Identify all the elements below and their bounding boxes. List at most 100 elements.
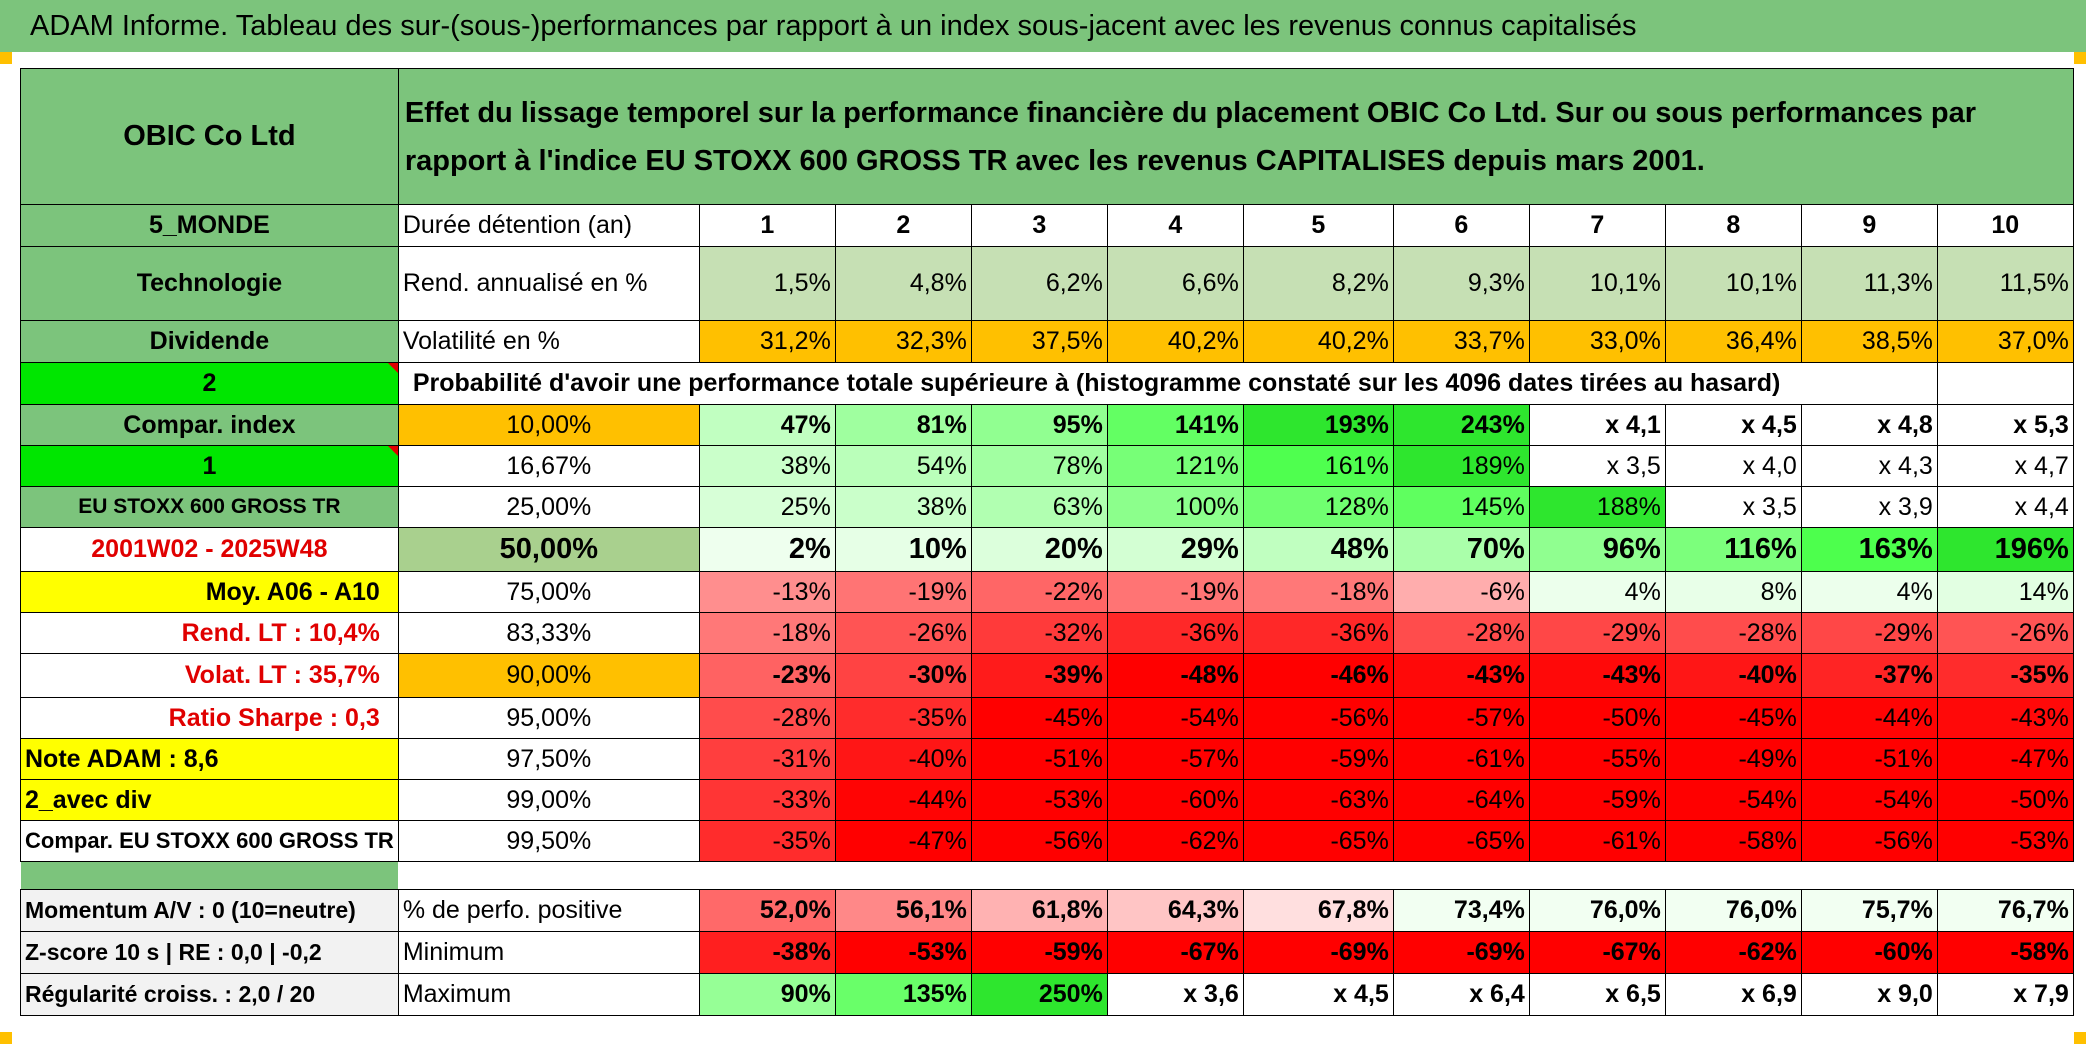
year-header[interactable]: 2 [834,204,972,247]
period-label[interactable]: 2001W02 - 2025W48 [20,527,399,572]
annual-return-cell[interactable]: 11,3% [1800,246,1938,321]
annual-return-cell[interactable]: 9,3% [1392,246,1530,321]
volatility-cell[interactable]: 38,5% [1800,320,1938,363]
probability-value-cell[interactable]: -50% [1528,697,1666,739]
probability-value-cell[interactable]: -28% [698,697,836,739]
probability-value-cell[interactable]: x 4,3 [1800,445,1938,487]
probability-value-cell[interactable]: x 4,4 [1936,486,2074,528]
volatility-cell[interactable]: 33,7% [1392,320,1530,363]
probability-value-cell[interactable]: -22% [970,571,1108,613]
volatility-cell[interactable]: 36,4% [1664,320,1802,363]
probability-value-cell[interactable]: -35% [698,820,836,862]
probability-value-cell[interactable]: -44% [834,779,972,821]
probability-value-cell[interactable]: -54% [1664,779,1802,821]
probability-value-cell[interactable]: -47% [1936,738,2074,780]
probability-value-cell[interactable]: -58% [1664,820,1802,862]
stats-value-cell[interactable]: 75,7% [1800,889,1938,932]
probability-value-cell[interactable]: -43% [1936,697,2074,739]
compar-index-label[interactable]: Compar. index [20,404,399,446]
probability-value-cell[interactable]: -36% [1242,612,1394,654]
probability-value-cell[interactable]: -56% [1242,697,1394,739]
longterm-return-label[interactable]: Rend. LT : 10,4% [20,612,399,654]
probability-value-cell[interactable]: 243% [1392,404,1530,446]
probability-threshold-cell[interactable]: 50,00% [397,527,700,572]
probability-value-cell[interactable]: -19% [834,571,972,613]
probability-value-cell[interactable]: 4% [1528,571,1666,613]
probability-value-cell[interactable]: -43% [1392,653,1530,698]
probability-value-cell[interactable]: -45% [970,697,1108,739]
stats-value-cell[interactable]: 76,0% [1664,889,1802,932]
sharpe-ratio-label[interactable]: Ratio Sharpe : 0,3 [20,697,399,739]
probability-value-cell[interactable]: -61% [1528,820,1666,862]
probability-value-cell[interactable]: -51% [970,738,1108,780]
probability-value-cell[interactable]: -23% [698,653,836,698]
probability-value-cell[interactable]: -46% [1242,653,1394,698]
year-header[interactable]: 9 [1800,204,1938,247]
stats-value-cell[interactable]: 76,7% [1936,889,2074,932]
stats-value-cell[interactable]: 52,0% [698,889,836,932]
index-name-label[interactable]: EU STOXX 600 GROSS TR [20,486,399,528]
probability-value-cell[interactable]: 63% [970,486,1108,528]
probability-value-cell[interactable]: 96% [1528,527,1666,572]
year-header[interactable]: 6 [1392,204,1530,247]
probability-value-cell[interactable]: 25% [698,486,836,528]
probability-value-cell[interactable]: -18% [1242,571,1394,613]
probability-value-cell[interactable]: x 3,5 [1664,486,1802,528]
longterm-volatility-label[interactable]: Volat. LT : 35,7% [20,653,399,698]
probability-value-cell[interactable]: 54% [834,445,972,487]
probability-value-cell[interactable]: -47% [834,820,972,862]
probability-value-cell[interactable]: -6% [1392,571,1530,613]
annual-return-cell[interactable]: 10,1% [1664,246,1802,321]
probability-value-cell[interactable]: -26% [1936,612,2074,654]
probability-value-cell[interactable]: 20% [970,527,1108,572]
stats-value-cell[interactable]: x 4,5 [1242,973,1394,1016]
stats-value-cell[interactable]: -38% [698,931,836,974]
probability-value-cell[interactable]: -53% [970,779,1108,821]
probability-threshold-cell[interactable]: 99,50% [397,820,700,862]
stats-value-cell[interactable]: 61,8% [970,889,1108,932]
probability-value-cell[interactable]: -19% [1106,571,1244,613]
probability-threshold-cell[interactable]: 95,00% [397,697,700,739]
probability-threshold-cell[interactable]: 16,67% [397,445,700,487]
average-label[interactable]: Moy. A06 - A10 [20,571,399,613]
annual-return-cell[interactable]: 4,8% [834,246,972,321]
company-name[interactable]: OBIC Co Ltd [20,68,399,205]
probability-value-cell[interactable]: 188% [1528,486,1666,528]
volatility-cell[interactable]: 31,2% [698,320,836,363]
holding-duration-label[interactable]: Durée détention (an) [397,204,700,247]
probability-threshold-cell[interactable]: 75,00% [397,571,700,613]
annual-return-cell[interactable]: 6,2% [970,246,1108,321]
probability-value-cell[interactable]: 78% [970,445,1108,487]
stats-value-cell[interactable]: 90% [698,973,836,1016]
year-header[interactable]: 7 [1528,204,1666,247]
probability-value-cell[interactable]: -31% [698,738,836,780]
probability-value-cell[interactable]: -35% [834,697,972,739]
probability-value-cell[interactable]: x 4,0 [1664,445,1802,487]
selector-cell-1[interactable]: 1 [20,445,399,487]
annual-return-cell[interactable]: 11,5% [1936,246,2074,321]
probability-value-cell[interactable]: 145% [1392,486,1530,528]
with-dividend-label[interactable]: 2_avec div [20,779,399,821]
table-description[interactable]: Effet du lissage temporel sur la perform… [397,68,2074,205]
stats-value-cell[interactable]: x 3,6 [1106,973,1244,1016]
stats-value-cell[interactable]: -53% [834,931,972,974]
probability-threshold-cell[interactable]: 90,00% [397,653,700,698]
year-header[interactable]: 5 [1242,204,1394,247]
probability-value-cell[interactable]: -28% [1664,612,1802,654]
region-label[interactable]: 5_MONDE [20,204,399,247]
probability-value-cell[interactable]: -53% [1936,820,2074,862]
probability-threshold-cell[interactable]: 97,50% [397,738,700,780]
volatility-cell[interactable]: 33,0% [1528,320,1666,363]
stats-value-cell[interactable]: 250% [970,973,1108,1016]
probability-value-cell[interactable]: 116% [1664,527,1802,572]
probability-value-cell[interactable]: -28% [1392,612,1530,654]
probability-value-cell[interactable]: x 3,5 [1528,445,1666,487]
probability-value-cell[interactable]: 193% [1242,404,1394,446]
probability-value-cell[interactable]: -44% [1800,697,1938,739]
stats-value-cell[interactable]: x 6,9 [1664,973,1802,1016]
stats-value-cell[interactable]: 73,4% [1392,889,1530,932]
probability-value-cell[interactable]: -29% [1800,612,1938,654]
stats-value-cell[interactable]: x 7,9 [1936,973,2074,1016]
zscore-label[interactable]: Z-score 10 s | RE : 0,0 | -0,2 [20,931,399,974]
probability-threshold-cell[interactable]: 25,00% [397,486,700,528]
